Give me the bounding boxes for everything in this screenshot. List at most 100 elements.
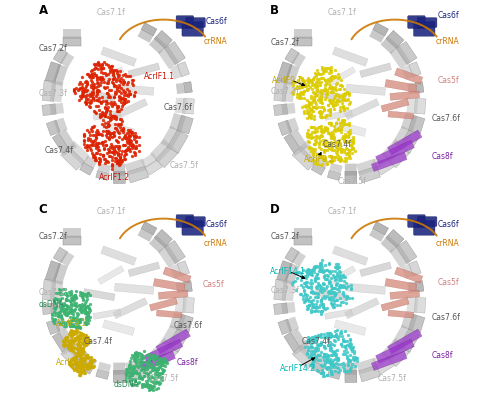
Point [338, 291, 346, 297]
Point [66, 338, 74, 344]
Point [152, 368, 160, 375]
Point [324, 129, 332, 135]
Point [98, 112, 106, 118]
Point [68, 302, 76, 308]
Point [76, 302, 84, 308]
Point [156, 358, 164, 365]
Point [112, 89, 120, 96]
Point [84, 98, 92, 105]
Point [124, 364, 132, 371]
Point [70, 300, 78, 306]
Point [341, 344, 349, 350]
Point [134, 356, 141, 362]
Point [121, 88, 129, 95]
Point [300, 287, 308, 293]
Point [342, 342, 350, 349]
Point [302, 338, 310, 344]
Point [76, 85, 84, 92]
Polygon shape [160, 126, 182, 149]
Point [319, 137, 327, 143]
Point [70, 356, 78, 363]
Point [316, 140, 324, 147]
Point [326, 279, 334, 285]
Point [113, 160, 121, 166]
Point [324, 289, 332, 295]
Point [150, 375, 158, 381]
Point [81, 357, 89, 364]
Point [330, 85, 338, 92]
Point [318, 100, 326, 106]
Point [110, 113, 118, 119]
Point [110, 113, 118, 120]
Point [302, 82, 310, 89]
Point [311, 99, 319, 105]
Point [309, 267, 317, 273]
Point [334, 285, 342, 291]
Polygon shape [356, 357, 378, 375]
Point [304, 134, 312, 140]
Point [112, 149, 120, 156]
Point [154, 355, 162, 362]
Point [81, 99, 89, 105]
Point [322, 127, 330, 133]
Point [102, 124, 110, 131]
Point [114, 121, 122, 128]
Point [135, 350, 143, 357]
Point [106, 131, 114, 137]
Point [122, 92, 130, 98]
Point [340, 155, 348, 161]
Point [332, 357, 340, 363]
Point [131, 378, 139, 384]
Text: Cas7.2f: Cas7.2f [270, 39, 299, 47]
Point [316, 80, 324, 86]
Point [320, 351, 328, 357]
Point [348, 346, 356, 353]
Point [158, 374, 166, 380]
Point [50, 297, 58, 304]
Point [308, 86, 316, 92]
Point [106, 115, 114, 121]
Point [126, 361, 134, 367]
Point [102, 84, 110, 90]
Point [82, 81, 90, 88]
Point [114, 129, 122, 135]
Point [316, 133, 324, 139]
Point [104, 123, 112, 129]
Point [336, 82, 344, 88]
Point [53, 296, 61, 302]
Point [310, 81, 318, 88]
Point [332, 333, 340, 339]
Point [107, 100, 115, 107]
Point [319, 155, 327, 162]
Text: Cas7.6f: Cas7.6f [164, 103, 192, 112]
Point [326, 334, 334, 340]
Point [325, 330, 333, 337]
Point [135, 372, 143, 378]
Point [76, 316, 84, 322]
Point [124, 73, 132, 80]
Point [82, 298, 90, 304]
Point [126, 139, 134, 146]
Point [118, 159, 126, 165]
Point [324, 102, 332, 108]
Point [346, 130, 354, 136]
Point [328, 102, 336, 108]
Point [308, 105, 316, 112]
Point [310, 264, 318, 271]
Point [114, 152, 122, 158]
Point [318, 309, 326, 316]
Point [105, 135, 113, 141]
Point [144, 377, 152, 384]
Text: dsDNA: dsDNA [38, 300, 64, 309]
Point [73, 346, 81, 352]
Point [311, 84, 319, 91]
Point [72, 319, 80, 326]
Point [72, 324, 80, 330]
Point [298, 104, 306, 110]
Point [312, 264, 320, 270]
Point [84, 364, 92, 371]
Point [61, 306, 69, 312]
Point [107, 116, 115, 122]
Point [80, 302, 88, 308]
Point [297, 269, 305, 276]
